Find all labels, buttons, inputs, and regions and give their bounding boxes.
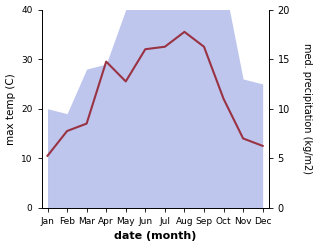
Y-axis label: med. precipitation (kg/m2): med. precipitation (kg/m2) (302, 43, 313, 174)
X-axis label: date (month): date (month) (114, 231, 196, 242)
Y-axis label: max temp (C): max temp (C) (5, 73, 16, 144)
